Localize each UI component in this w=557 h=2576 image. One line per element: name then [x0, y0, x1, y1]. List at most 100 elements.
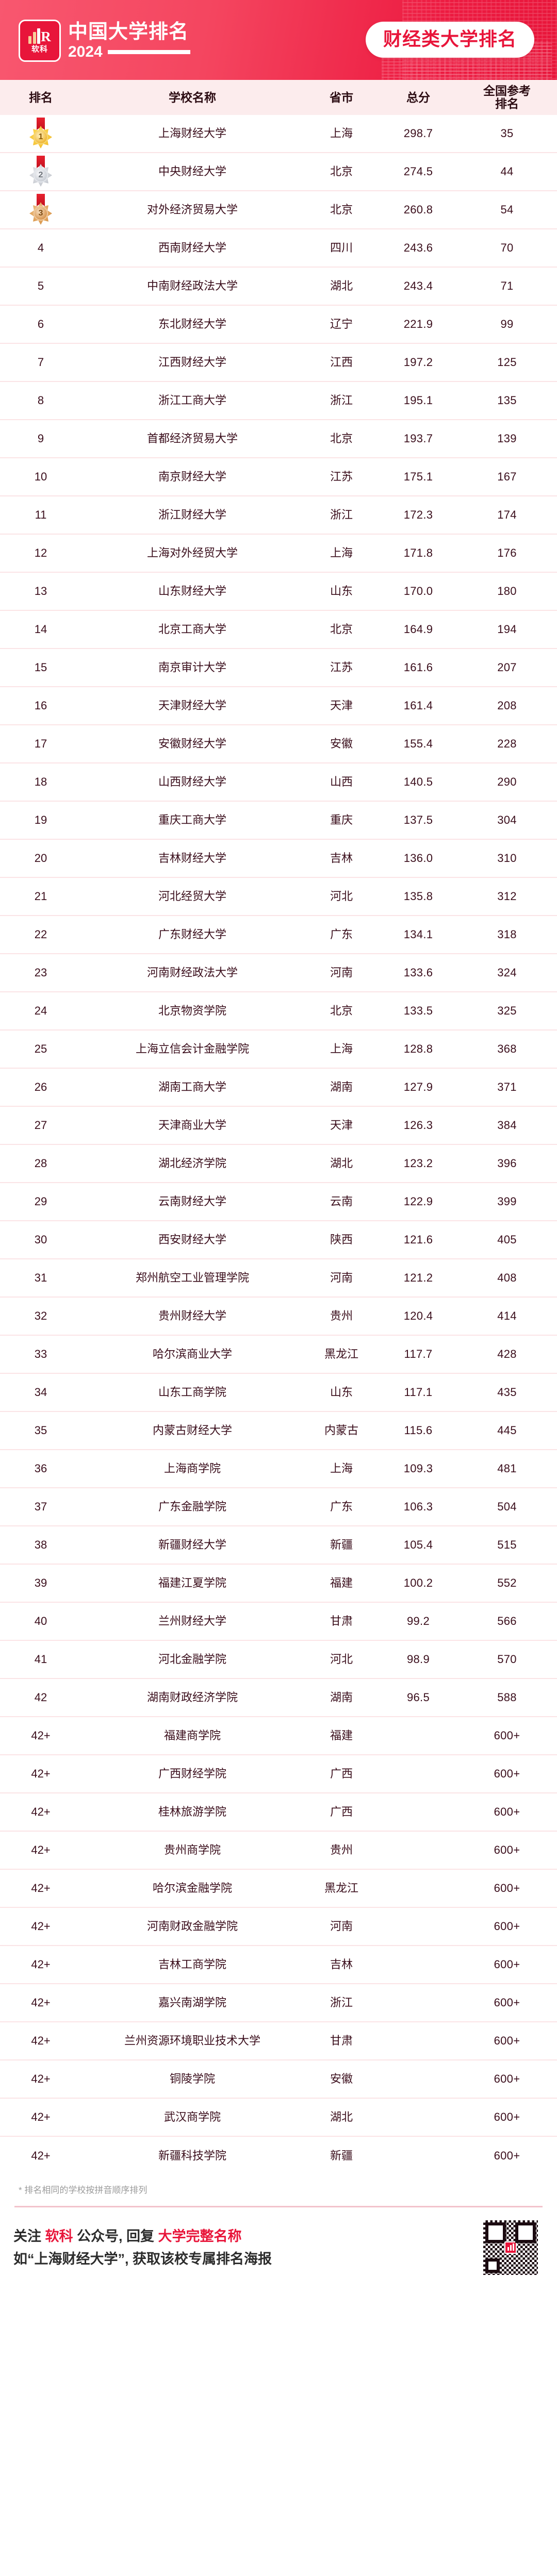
- cell-province: 辽宁: [330, 318, 353, 330]
- logo-bars-icon: [28, 28, 41, 44]
- cell-university-name: 上海立信会计金融学院: [135, 1042, 249, 1055]
- cell-province: 四川: [330, 241, 353, 254]
- table-row: 42+ 福建商学院 福建 600+: [0, 1717, 557, 1755]
- cell-university-name: 首都经济贸易大学: [146, 432, 238, 445]
- table-row: 42+ 河南财政金融学院 河南 600+: [0, 1908, 557, 1946]
- table-row: 42+ 吉林工商学院 吉林 600+: [0, 1946, 557, 1984]
- cell-total-score: 96.5: [406, 1691, 430, 1704]
- cell-national-rank: 324: [497, 966, 517, 979]
- cell-total-score: 98.9: [406, 1653, 430, 1666]
- cell-total-score: 135.8: [403, 890, 433, 903]
- cell-province: 上海: [330, 1462, 353, 1475]
- cell-total-score: 123.2: [403, 1157, 433, 1170]
- cell-rank: 37: [34, 1500, 47, 1513]
- cell-rank: 42+: [31, 1958, 51, 1971]
- footer-line-2: 如“上海财经大学”, 获取该校专属排名海报: [13, 2251, 272, 2267]
- footer-text-block: 关注 软科 公众号, 回复 大学完整名称 如“上海财经大学”, 获取该校专属排名…: [13, 2229, 272, 2267]
- ruanke-logo-icon: R 软科: [19, 20, 61, 62]
- cell-university-name: 兰州资源环境职业技术大学: [124, 2034, 260, 2047]
- cell-rank: 42+: [31, 1882, 51, 1894]
- cell-total-score: 134.1: [403, 928, 433, 941]
- cell-national-rank: 600+: [494, 1882, 520, 1894]
- cell-province: 贵州: [330, 1309, 353, 1322]
- cell-total-score: 106.3: [403, 1500, 433, 1513]
- cell-rank: 1: [0, 118, 81, 149]
- cell-rank: 42+: [31, 2034, 51, 2047]
- table-row: 12 上海对外经贸大学 上海 171.8 176: [0, 535, 557, 573]
- cell-total-score: 137.5: [403, 813, 433, 826]
- header-banner: R 软科 中国大学排名 2024 财经类大学排名: [0, 0, 557, 80]
- cell-university-name: 湖南工商大学: [158, 1081, 226, 1093]
- cell-national-rank: 600+: [494, 2110, 520, 2123]
- table-row: 27 天津商业大学 天津 126.3 384: [0, 1107, 557, 1145]
- table-row: 42+ 铜陵学院 安徽 600+: [0, 2060, 557, 2099]
- cell-university-name: 西安财经大学: [158, 1233, 226, 1246]
- cell-province: 浙江: [330, 1996, 353, 2009]
- cell-national-rank: 405: [497, 1233, 517, 1246]
- cell-province: 新疆: [330, 1538, 353, 1551]
- cell-rank: 10: [34, 470, 47, 483]
- category-badge: 财经类大学排名: [365, 22, 534, 58]
- cell-national-rank: 312: [497, 890, 517, 903]
- footer-cta: 关注 软科 公众号, 回复 大学完整名称 如“上海财经大学”, 获取该校专属排名…: [0, 2207, 557, 2290]
- cell-total-score: 126.3: [403, 1119, 433, 1132]
- cell-province: 安徽: [330, 737, 353, 750]
- cell-national-rank: 174: [497, 508, 517, 521]
- cell-province: 北京: [330, 203, 353, 216]
- page-title: 中国大学排名: [68, 21, 189, 43]
- cell-province: 江苏: [330, 470, 353, 483]
- cell-national-rank: 304: [497, 813, 517, 826]
- cell-national-rank: 228: [497, 737, 517, 750]
- cell-national-rank: 481: [497, 1462, 517, 1475]
- cell-national-rank: 167: [497, 470, 517, 483]
- cell-university-name: 广西财经学院: [158, 1767, 226, 1780]
- qr-code-icon[interactable]: [482, 2219, 539, 2276]
- cell-province: 贵州: [330, 1843, 353, 1856]
- cell-province: 陕西: [330, 1233, 353, 1246]
- cell-province: 天津: [330, 1119, 353, 1132]
- cell-province: 上海: [330, 127, 353, 140]
- cell-rank: 40: [34, 1615, 47, 1627]
- cell-national-rank: 600+: [494, 1958, 520, 1971]
- cell-total-score: 127.9: [403, 1081, 433, 1093]
- table-row: 18 山西财经大学 山西 140.5 290: [0, 763, 557, 802]
- footer-line1-part2: 公众号, 回复: [73, 2229, 158, 2244]
- logo-letter: R: [41, 28, 51, 44]
- cell-total-score: 109.3: [403, 1462, 433, 1475]
- cell-total-score: 140.5: [403, 775, 433, 788]
- cell-total-score: 133.6: [403, 966, 433, 979]
- cell-university-name: 福建商学院: [163, 1729, 221, 1742]
- cell-rank: 19: [34, 813, 47, 826]
- cell-total-score: 117.1: [404, 1386, 433, 1399]
- table-row: 15 南京审计大学 江苏 161.6 207: [0, 649, 557, 687]
- cell-university-name: 云南财经大学: [158, 1195, 226, 1208]
- table-row: 16 天津财经大学 天津 161.4 208: [0, 687, 557, 725]
- cell-rank: 41: [34, 1653, 47, 1666]
- cell-province: 江苏: [330, 661, 353, 674]
- cell-national-rank: 194: [497, 623, 517, 636]
- table-row: 28 湖北经济学院 湖北 123.2 396: [0, 1145, 557, 1183]
- cell-province: 重庆: [330, 813, 353, 826]
- cell-rank: 12: [34, 546, 47, 559]
- cell-province: 安徽: [330, 2072, 353, 2085]
- cell-university-name: 上海财经大学: [158, 127, 226, 140]
- cell-university-name: 天津财经大学: [158, 699, 226, 712]
- cell-rank: 32: [34, 1309, 47, 1322]
- cell-rank: 21: [34, 890, 47, 903]
- table-row: 35 内蒙古财经大学 内蒙古 115.6 445: [0, 1412, 557, 1450]
- cell-national-rank: 176: [497, 546, 517, 559]
- cell-university-name: 对外经济贸易大学: [146, 203, 238, 216]
- cell-national-rank: 71: [500, 279, 514, 292]
- cell-province: 内蒙古: [324, 1424, 358, 1437]
- cell-university-name: 桂林旅游学院: [158, 1805, 226, 1818]
- cell-university-name: 北京工商大学: [158, 623, 226, 636]
- cell-total-score: 221.9: [403, 318, 433, 330]
- table-row: 42+ 桂林旅游学院 广西 600+: [0, 1793, 557, 1832]
- cell-university-name: 山东工商学院: [158, 1386, 226, 1399]
- cell-province: 河南: [330, 1271, 353, 1284]
- cell-rank: 13: [34, 585, 47, 597]
- table-row: 26 湖南工商大学 湖南 127.9 371: [0, 1069, 557, 1107]
- cell-province: 湖北: [330, 2110, 353, 2123]
- table-row: 34 山东工商学院 山东 117.1 435: [0, 1374, 557, 1412]
- cell-rank: 26: [34, 1081, 47, 1093]
